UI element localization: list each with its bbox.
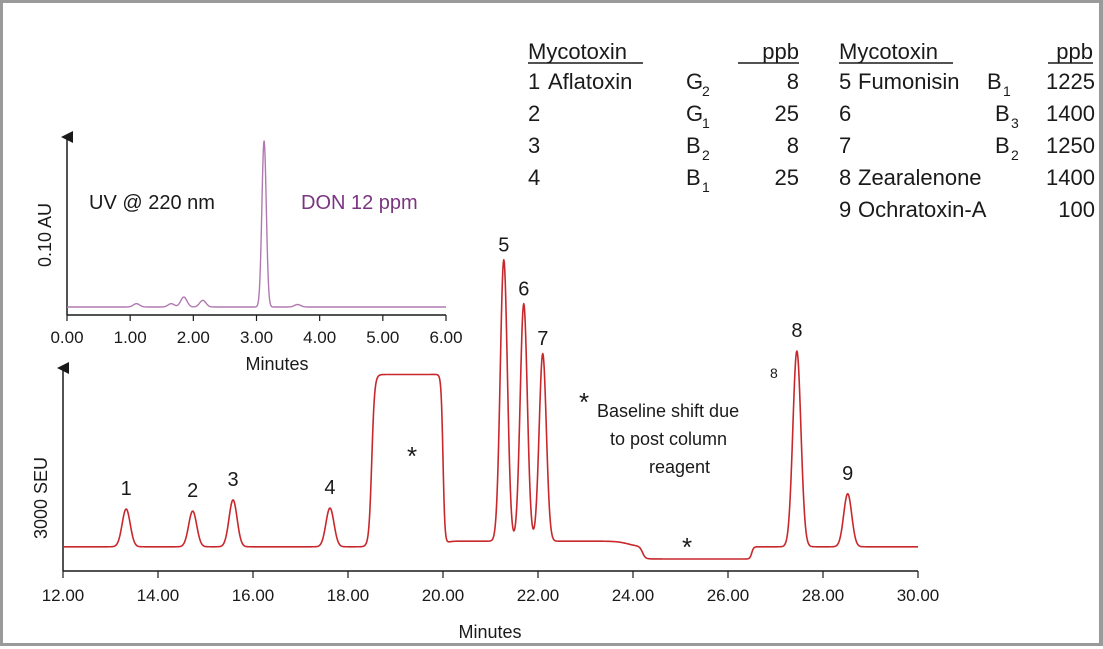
main-x-tick-label: 22.00: [517, 586, 560, 605]
row-5-sym: B: [987, 69, 1002, 94]
peak-label-5: 5: [498, 234, 509, 256]
legend-table-left: Mycotoxin ppb 1 Aflatoxin G 2 8 2 G 1 25…: [528, 39, 799, 195]
row-1-num: 1: [528, 69, 540, 94]
row-4-sub: 1: [702, 179, 710, 195]
peak-label-4: 4: [324, 477, 335, 499]
row-8-num: 8: [839, 165, 851, 190]
row-5-ppb: 1225: [1046, 69, 1095, 94]
main-x-label: Minutes: [458, 622, 521, 642]
row-7-sub: 2: [1011, 147, 1019, 163]
row-7-ppb: 1250: [1046, 133, 1095, 158]
row-2-sub: 1: [702, 115, 710, 131]
main-x-tick-label: 18.00: [327, 586, 370, 605]
main-x-tick-label: 20.00: [422, 586, 465, 605]
row-5-num: 5: [839, 69, 851, 94]
main-x-tick-label: 30.00: [897, 586, 940, 605]
shift-note-line-3: reagent: [649, 457, 710, 477]
inset-x-tick-label: 5.00: [366, 328, 399, 347]
row-5-name: Fumonisin: [858, 69, 959, 94]
row-3-sub: 2: [702, 147, 710, 163]
table-header-ppb-right: ppb: [1056, 39, 1093, 64]
inset-x-tick-label: 0.00: [50, 328, 83, 347]
inset-trace-line: [66, 140, 447, 308]
main-x-tick-label: 16.00: [232, 586, 275, 605]
main-x-ticks: 12.00 14.00 16.00 18.00 20.00 22.00 24.00 26.00…: [42, 571, 940, 605]
row-3-num: 3: [528, 133, 540, 158]
row-7-num: 7: [839, 133, 851, 158]
row-9-name: Ochratoxin-A: [858, 197, 987, 222]
row-6-sym: B: [995, 101, 1010, 126]
legend-table-right: Mycotoxin ppb 5 Fumonisin B 1 1225 6 B 3…: [839, 39, 1095, 222]
row-8-name: Zearalenone: [858, 165, 982, 190]
inset-y-label: 0.10 AU: [35, 203, 55, 267]
peak-label-7: 7: [537, 328, 548, 350]
main-trace-line: [62, 259, 919, 560]
row-1-name: Aflatoxin: [548, 69, 632, 94]
row-9-num: 9: [839, 197, 851, 222]
main-x-tick-label: 14.00: [137, 586, 180, 605]
row-1-ppb: 8: [787, 69, 799, 94]
row-7-sym: B: [995, 133, 1010, 158]
inset-x-tick-label: 2.00: [177, 328, 210, 347]
table-header-ppb-left: ppb: [762, 39, 799, 64]
row-6-num: 6: [839, 101, 851, 126]
main-x-tick-label: 26.00: [707, 586, 750, 605]
main-x-tick-label: 24.00: [612, 586, 655, 605]
asterisk-annotation-3: *: [579, 387, 589, 417]
row-2-sym: G: [686, 101, 703, 126]
asterisk-annotation-2: *: [682, 532, 692, 562]
small-label-8: 8: [770, 365, 778, 381]
inset-x-tick-label: 4.00: [303, 328, 336, 347]
row-9-ppb: 100: [1058, 197, 1095, 222]
row-3-sym: B: [686, 133, 701, 158]
row-4-sym: B: [686, 165, 701, 190]
row-5-sub: 1: [1003, 83, 1011, 99]
inset-x-tick-label: 3.00: [240, 328, 273, 347]
inset-don-label: DON 12 ppm: [301, 192, 418, 214]
peak-label-3: 3: [227, 469, 238, 491]
inset-x-label: Minutes: [245, 354, 308, 374]
inset-trace-group: [66, 140, 447, 308]
table-header-mycotoxin-left: Mycotoxin: [528, 39, 627, 64]
peak-label-8: 8: [791, 320, 802, 342]
row-8-ppb: 1400: [1046, 165, 1095, 190]
main-x-tick-label: 28.00: [802, 586, 845, 605]
main-peak-labels: 1 2 3 4 56 7 8 9: [121, 234, 854, 502]
row-3-ppb: 8: [787, 133, 799, 158]
chromatogram-figure: Mycotoxin ppb 1 Aflatoxin G 2 8 2 G 1 25…: [31, 39, 1095, 642]
peak-label-6: 6: [518, 278, 529, 300]
row-6-ppb: 1400: [1046, 101, 1095, 126]
row-4-num: 4: [528, 165, 540, 190]
main-x-tick-label: 12.00: [42, 586, 85, 605]
inset-uv-label: UV @ 220 nm: [89, 192, 215, 214]
row-1-sub: 2: [702, 83, 710, 99]
inset-x-ticks: 0.00 1.00 2.00 3.00 4.00 5.00 6.00: [50, 315, 463, 347]
inset-x-tick-label: 1.00: [114, 328, 147, 347]
main-chart: 3000 SEU Minutes 12.00 14.00 16.00 18.00 20.…: [31, 234, 939, 642]
row-2-num: 2: [528, 101, 540, 126]
asterisk-annotation-1: *: [407, 441, 417, 471]
inset-x-tick-label: 6.00: [429, 328, 462, 347]
peak-label-2: 2: [187, 480, 198, 502]
shift-note-line-2: to post column: [610, 429, 727, 449]
table-header-mycotoxin-right: Mycotoxin: [839, 39, 938, 64]
row-4-ppb: 25: [775, 165, 799, 190]
inset-chart: 0.10 AU Minutes UV @ 220 nm DON 12 ppm 0…: [35, 131, 463, 374]
row-1-sym: G: [686, 69, 703, 94]
main-y-label: 3000 SEU: [31, 457, 51, 539]
peak-label-9: 9: [842, 463, 853, 485]
row-2-ppb: 25: [775, 101, 799, 126]
main-trace-group: [62, 259, 919, 560]
shift-note-line-1: Baseline shift due: [597, 401, 739, 421]
row-6-sub: 3: [1011, 115, 1019, 131]
peak-label-1: 1: [121, 478, 132, 500]
